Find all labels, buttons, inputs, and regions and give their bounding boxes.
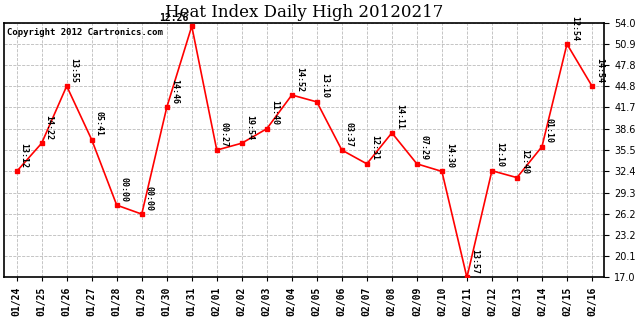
Text: 14:46: 14:46: [170, 79, 179, 104]
Text: 03:37: 03:37: [345, 122, 354, 147]
Text: 13:57: 13:57: [470, 249, 479, 274]
Text: 14:52: 14:52: [295, 67, 304, 92]
Text: 11:40: 11:40: [270, 100, 279, 125]
Text: 00:27: 00:27: [220, 122, 228, 147]
Text: 12:54: 12:54: [570, 16, 579, 41]
Text: 19:54: 19:54: [244, 115, 254, 140]
Text: 12:10: 12:10: [495, 142, 504, 167]
Text: 13:55: 13:55: [70, 58, 79, 83]
Text: 07:29: 07:29: [420, 135, 429, 160]
Text: 12:31: 12:31: [370, 135, 379, 160]
Text: 14:30: 14:30: [445, 143, 454, 168]
Text: Copyright 2012 Cartronics.com: Copyright 2012 Cartronics.com: [7, 28, 163, 37]
Text: 13:10: 13:10: [320, 74, 329, 99]
Text: 12:26: 12:26: [159, 13, 188, 23]
Text: 01:10: 01:10: [545, 118, 554, 143]
Text: 13:12: 13:12: [20, 143, 29, 168]
Text: 14:11: 14:11: [395, 104, 404, 129]
Text: 12:40: 12:40: [520, 149, 529, 174]
Text: 05:41: 05:41: [95, 111, 104, 136]
Text: 00:00: 00:00: [120, 177, 129, 202]
Title: Heat Index Daily High 20120217: Heat Index Daily High 20120217: [165, 4, 444, 21]
Text: 14:54: 14:54: [595, 58, 604, 83]
Text: 14:22: 14:22: [45, 115, 54, 140]
Text: 00:00: 00:00: [145, 186, 154, 211]
